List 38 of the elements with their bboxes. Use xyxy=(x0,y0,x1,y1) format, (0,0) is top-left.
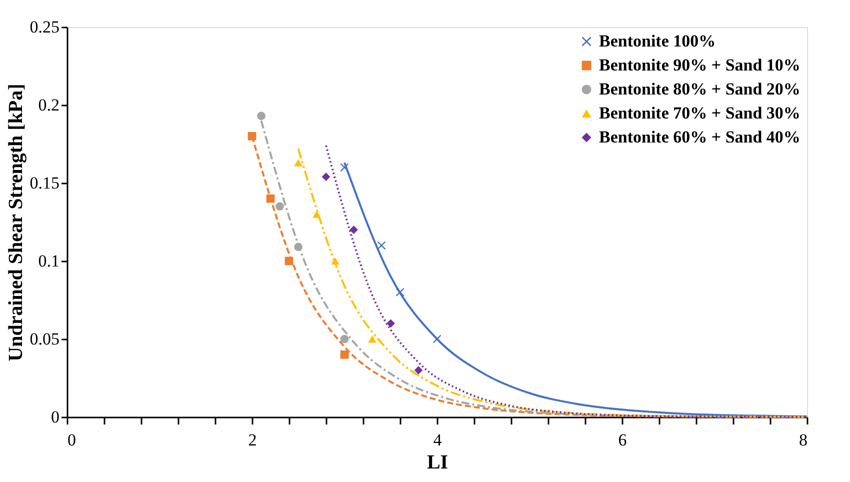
point xyxy=(340,334,349,344)
legend-label: Bentonite 80% + Sand 20% xyxy=(599,80,800,98)
point xyxy=(294,159,302,166)
y-tick-label: 0.2 xyxy=(38,96,60,114)
y-tick-label: 0 xyxy=(51,408,60,426)
x-tick-label: 8 xyxy=(799,430,808,450)
point xyxy=(284,256,294,266)
point xyxy=(257,112,266,120)
y-axis-title: Undrained Shear Strength [kPa] xyxy=(4,84,27,362)
x-axis-title: LI xyxy=(426,452,448,474)
point xyxy=(396,288,404,296)
x-tick-label: 4 xyxy=(433,430,442,450)
point xyxy=(331,257,340,265)
point xyxy=(266,194,275,203)
legend-label: Bentonite 90% + Sand 10% xyxy=(599,56,800,74)
x-tick-label: 2 xyxy=(248,430,257,450)
point xyxy=(340,163,349,172)
point xyxy=(414,366,423,374)
y-tick-label: 0.1 xyxy=(38,252,60,270)
legend-label: Bentonite 60% + Sand 40% xyxy=(599,128,800,146)
point xyxy=(368,335,376,343)
point xyxy=(294,242,302,252)
x-tick-label: 0 xyxy=(68,430,76,450)
point xyxy=(340,350,349,359)
point xyxy=(386,319,395,328)
y-tick-label: 0.25 xyxy=(30,18,60,36)
y-tick-label: 0.15 xyxy=(30,174,60,192)
point xyxy=(350,226,358,234)
legend-label: Bentonite 100% xyxy=(599,32,716,50)
point xyxy=(276,202,284,211)
point xyxy=(377,241,386,250)
legend-label: Bentonite 70% + Sand 30% xyxy=(599,104,800,122)
point xyxy=(432,334,442,344)
y-tick-label: 0.05 xyxy=(30,330,60,348)
point xyxy=(312,210,321,218)
x-tick-label: 6 xyxy=(618,430,627,450)
point xyxy=(322,172,330,181)
point xyxy=(248,132,256,140)
